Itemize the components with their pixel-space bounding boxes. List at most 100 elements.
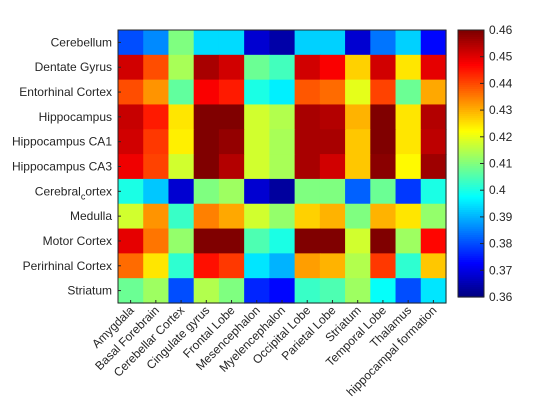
row-label: Entorhinal Cortex — [19, 85, 112, 99]
colorbar-segment — [458, 257, 484, 261]
row-label: Medulla — [70, 209, 112, 223]
heatmap-cell — [118, 104, 144, 130]
colorbar-segment — [458, 223, 484, 227]
colorbar-segment — [458, 263, 484, 267]
colorbar-segment — [458, 138, 484, 142]
colorbar-segment — [458, 80, 484, 83]
colorbar-segment — [458, 57, 484, 60]
heatmap-cell — [395, 79, 422, 106]
colorbar-segment — [458, 282, 484, 286]
colorbar-segment — [458, 280, 484, 283]
row-label: Hippocampus CA3 — [12, 160, 112, 174]
heatmap-cell — [168, 79, 195, 106]
heatmap-cell — [118, 253, 144, 279]
heatmap-cell — [294, 203, 321, 230]
colorbar-segment — [458, 261, 484, 265]
heatmap-cell — [319, 154, 346, 180]
row-label: Hippocampus — [39, 110, 112, 124]
heatmap-cell — [269, 104, 296, 130]
heatmap-cell — [218, 154, 245, 180]
colorbar-segment — [458, 159, 484, 163]
colorbar-segment — [458, 36, 484, 39]
heatmap-cell — [319, 129, 346, 155]
heatmap-cell — [420, 129, 447, 155]
colorbar-segment — [458, 265, 484, 269]
heatmap-cell — [370, 104, 397, 130]
heatmap-cell — [345, 178, 371, 205]
colorbar-segment — [458, 259, 484, 263]
colorbar-segment — [458, 144, 484, 148]
heatmap-cell — [143, 30, 170, 56]
colorbar-segment — [458, 94, 484, 98]
colorbar-segment — [458, 234, 484, 238]
heatmap-cell — [370, 228, 397, 254]
colorbar-segment — [458, 82, 484, 85]
colorbar-segment — [458, 292, 484, 296]
colorbar-segment — [458, 86, 484, 90]
heatmap-cell — [345, 253, 371, 279]
colorbar-segment — [458, 226, 484, 229]
heatmap-cell — [370, 54, 397, 81]
heatmap-cell — [269, 228, 296, 254]
colorbar-segment — [458, 32, 484, 35]
heatmap-cell — [218, 129, 245, 155]
heatmap-cell — [420, 203, 447, 230]
colorbar-segment — [458, 115, 484, 119]
heatmap-cell — [244, 178, 270, 205]
colorbar-segment — [458, 123, 484, 127]
heatmap-cell — [218, 278, 245, 304]
colorbar-segment — [458, 213, 484, 217]
colorbar-segment — [458, 42, 484, 46]
colorbar-tick-label: 0.42 — [489, 130, 513, 144]
heatmap-cell — [269, 54, 296, 81]
heatmap-cell — [244, 79, 270, 106]
heatmap-cell — [118, 54, 144, 81]
heatmap-cell — [370, 253, 397, 279]
heatmap-cell — [395, 178, 422, 205]
heatmap-cell — [370, 79, 397, 106]
heatmap-cell — [143, 54, 170, 81]
colorbar-segment — [458, 109, 484, 112]
heatmap-cell — [319, 104, 346, 130]
colorbar-segment — [458, 278, 484, 281]
colorbar-segment — [458, 219, 484, 223]
colorbar-segment — [458, 274, 484, 277]
colorbar-segment — [458, 221, 484, 225]
colorbar-tick-label: 0.45 — [489, 50, 513, 64]
heatmap-cell — [143, 228, 170, 254]
heatmap-cell — [118, 129, 144, 155]
heatmap-cell — [370, 30, 397, 56]
colorbar-segment — [458, 161, 484, 165]
heatmap-cell — [269, 30, 296, 56]
colorbar-tick-label: 0.38 — [489, 237, 513, 251]
colorbar-segment — [458, 55, 484, 58]
heatmap-cell — [395, 30, 422, 56]
heatmap-cell — [168, 278, 195, 304]
heatmap-cell — [143, 178, 170, 205]
colorbar-segment — [458, 251, 484, 254]
colorbar-segment — [458, 182, 484, 185]
heatmap-cell — [143, 253, 170, 279]
heatmap-cell — [244, 154, 270, 180]
heatmap-cell — [244, 30, 270, 56]
heatmap-cell — [319, 54, 346, 81]
heatmap-cell — [218, 54, 245, 81]
heatmap-cell — [269, 79, 296, 106]
heatmap-cell — [269, 278, 296, 304]
heatmap-cell — [395, 253, 422, 279]
heatmap-cell — [193, 104, 220, 130]
heatmap-cell — [168, 178, 195, 205]
heatmap-cell — [420, 278, 447, 304]
colorbar-segment — [458, 255, 484, 258]
colorbar-segment — [458, 217, 484, 221]
heatmap-cell — [319, 79, 346, 106]
heatmap-cell — [420, 253, 447, 279]
heatmap-cell — [193, 129, 220, 155]
colorbar-segment — [458, 38, 484, 42]
heatmap-cell — [420, 104, 447, 130]
heatmap-cell — [168, 228, 195, 254]
colorbar-segment — [458, 113, 484, 117]
heatmap-cell — [193, 79, 220, 106]
row-label: Motor Cortex — [43, 234, 112, 248]
